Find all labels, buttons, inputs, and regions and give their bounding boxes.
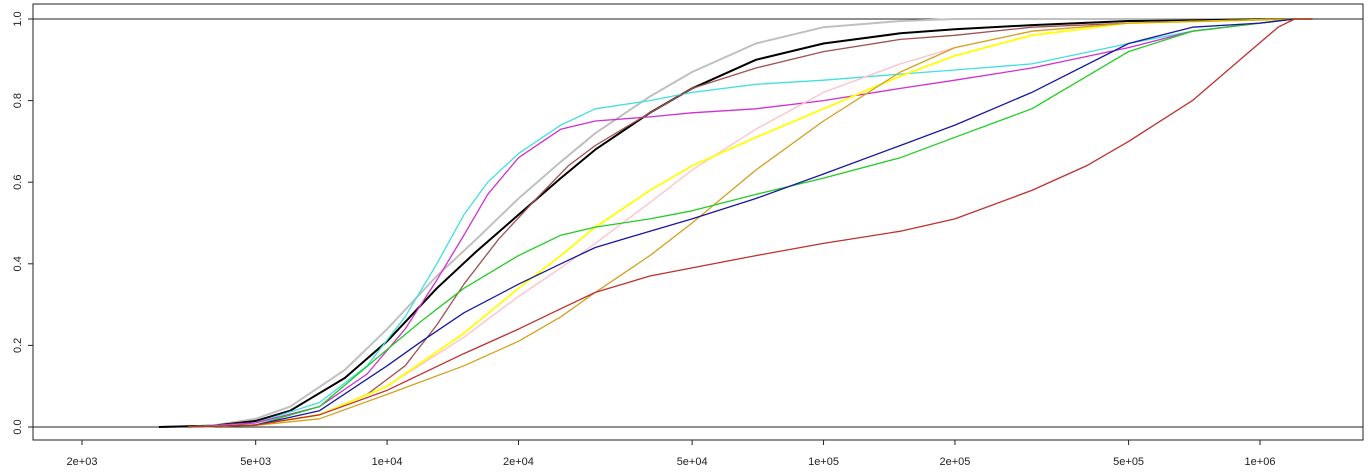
series-line-5 <box>188 18 1313 428</box>
x-tick-label-2: 1e+04 <box>372 456 403 468</box>
y-axis: 0.0 0.2 0.4 0.6 0.8 1.0 <box>12 11 33 435</box>
x-tick-label-6: 2e+05 <box>939 456 970 468</box>
series-line-3 <box>188 18 1313 428</box>
y-tick-label-2: 0.4 <box>12 256 24 271</box>
x-tick-label-5: 1e+05 <box>808 456 839 468</box>
x-tick-label-0: 2e+03 <box>67 456 98 468</box>
series-line-7 <box>188 18 1313 428</box>
series-line-0 <box>158 18 1313 428</box>
series-line-10 <box>188 18 1313 428</box>
y-tick-label-5: 1.0 <box>12 11 24 26</box>
reference-lines <box>33 18 1363 428</box>
x-tick-label-4: 5e+04 <box>677 456 708 468</box>
series-layer <box>158 18 1313 428</box>
series-line-9 <box>188 18 1313 428</box>
y-tick-label-0: 0.0 <box>12 419 24 434</box>
x-axis: 2e+03 5e+03 1e+04 2e+04 5e+04 1e+05 2e+05 5e+05… <box>67 440 1276 468</box>
series-line-6 <box>188 18 1313 428</box>
series-line-4 <box>188 18 1313 428</box>
series-line-1 <box>158 18 1313 428</box>
x-tick-label-1: 5e+03 <box>240 456 271 468</box>
x-tick-label-3: 2e+04 <box>503 456 534 468</box>
x-tick-label-7: 5e+05 <box>1113 456 1144 468</box>
plot-frame <box>32 3 1364 441</box>
series-line-8 <box>188 18 1313 428</box>
y-tick-label-3: 0.6 <box>12 175 24 190</box>
x-tick-label-8: 1e+06 <box>1245 456 1276 468</box>
y-tick-label-4: 0.8 <box>12 93 24 108</box>
y-tick-label-1: 0.2 <box>12 338 24 353</box>
series-line-2 <box>188 18 1313 428</box>
